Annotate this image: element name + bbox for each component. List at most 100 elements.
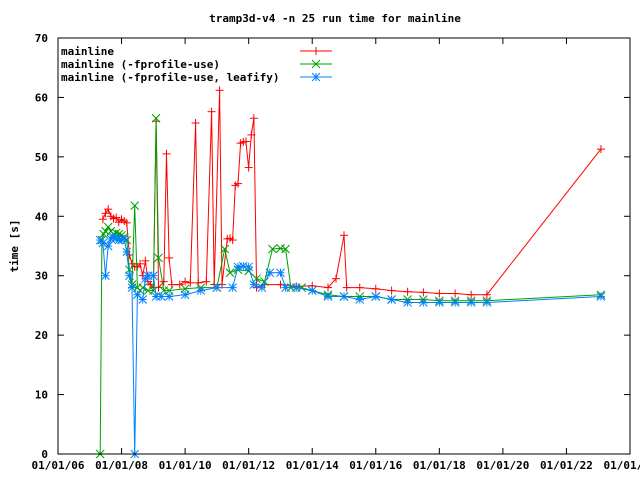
series-3 bbox=[95, 232, 606, 459]
legend-label: mainline bbox=[61, 45, 114, 58]
data-point bbox=[435, 298, 444, 307]
y-tick-label: 10 bbox=[35, 389, 48, 402]
data-point bbox=[151, 113, 161, 123]
data-point bbox=[156, 292, 166, 301]
y-tick-label: 60 bbox=[35, 91, 48, 104]
data-point bbox=[355, 295, 365, 304]
x-tick-label: 01/01/14 bbox=[286, 459, 339, 472]
data-point bbox=[241, 137, 250, 146]
data-point bbox=[162, 149, 171, 158]
x-tick-label: 01/01/22 bbox=[540, 459, 593, 472]
chart-title: tramp3d-v4 -n 25 run time for mainline bbox=[209, 12, 461, 25]
data-point bbox=[127, 283, 137, 292]
series-1 bbox=[98, 86, 605, 299]
data-point bbox=[103, 222, 113, 232]
data-point bbox=[125, 271, 134, 281]
data-point bbox=[130, 201, 140, 210]
data-point bbox=[104, 205, 113, 214]
data-point bbox=[268, 244, 277, 254]
x-tick-label: 01/01/10 bbox=[159, 459, 212, 472]
data-point bbox=[596, 145, 605, 154]
data-point bbox=[281, 283, 290, 292]
data-point bbox=[181, 277, 190, 286]
data-point bbox=[342, 283, 351, 292]
data-point bbox=[257, 283, 267, 292]
data-point bbox=[450, 298, 460, 307]
y-tick-label: 70 bbox=[35, 32, 48, 45]
data-point bbox=[244, 262, 253, 272]
data-point bbox=[164, 292, 174, 301]
x-tick-label: 01/01/06 bbox=[32, 459, 85, 472]
data-point bbox=[247, 130, 256, 139]
x-tick-label: 01/01/20 bbox=[476, 459, 529, 472]
data-point bbox=[154, 253, 163, 263]
ticks-layer: 01/01/06 01/01/08 01/01/10 01/01/12 01/01/14… bbox=[32, 32, 640, 472]
data-point bbox=[467, 290, 476, 299]
data-point bbox=[331, 274, 340, 283]
data-point bbox=[340, 231, 348, 240]
data-point bbox=[228, 283, 237, 292]
data-point bbox=[312, 47, 320, 55]
series-line bbox=[99, 236, 601, 455]
data-point bbox=[265, 268, 275, 278]
data-point bbox=[225, 268, 235, 278]
data-point bbox=[596, 292, 606, 301]
data-point bbox=[403, 287, 412, 296]
y-tick-label: 50 bbox=[35, 151, 48, 164]
x-tick-label: 01/01/12 bbox=[222, 459, 275, 472]
series-layer bbox=[95, 86, 606, 459]
x-tick-label: 01/01/08 bbox=[95, 459, 148, 472]
data-point bbox=[149, 271, 158, 281]
data-point bbox=[387, 295, 396, 304]
legend-label: mainline (-fprofile-use) bbox=[61, 58, 220, 71]
plot-frame bbox=[57, 37, 631, 455]
data-point bbox=[165, 253, 174, 262]
x-tick-label: 01/01/24 bbox=[604, 459, 640, 472]
data-point bbox=[249, 280, 259, 289]
data-point bbox=[371, 292, 381, 301]
y-tick-label: 30 bbox=[35, 270, 48, 283]
data-point bbox=[175, 280, 184, 289]
data-point bbox=[180, 290, 190, 300]
data-point bbox=[186, 278, 195, 287]
data-point bbox=[119, 234, 129, 244]
data-point bbox=[196, 286, 206, 295]
data-point bbox=[191, 118, 200, 127]
data-point bbox=[339, 292, 349, 301]
y-tick-label: 0 bbox=[41, 448, 48, 461]
data-point bbox=[207, 107, 216, 116]
data-point bbox=[112, 213, 121, 222]
data-point bbox=[101, 271, 110, 281]
x-tick-label: 01/01/16 bbox=[349, 459, 402, 472]
data-point bbox=[307, 286, 317, 295]
data-point bbox=[138, 295, 148, 304]
data-point bbox=[141, 256, 150, 265]
data-point bbox=[311, 72, 321, 82]
data-point bbox=[311, 59, 321, 69]
data-point bbox=[482, 290, 491, 299]
data-point bbox=[451, 289, 460, 298]
data-point bbox=[228, 236, 237, 245]
data-point bbox=[418, 298, 428, 307]
legend-label: mainline (-fprofile-use, leafify) bbox=[61, 71, 280, 84]
data-point bbox=[136, 259, 145, 268]
data-point bbox=[234, 179, 243, 188]
series-2 bbox=[95, 113, 606, 459]
data-point bbox=[403, 298, 412, 307]
data-point bbox=[291, 283, 301, 292]
data-point bbox=[215, 86, 224, 95]
data-point bbox=[212, 283, 222, 292]
data-point bbox=[387, 286, 396, 295]
data-point bbox=[435, 289, 444, 298]
data-point bbox=[103, 241, 113, 251]
series-line bbox=[102, 90, 602, 296]
data-point bbox=[281, 244, 290, 254]
data-point bbox=[101, 209, 110, 218]
data-point bbox=[202, 277, 211, 286]
data-point bbox=[138, 283, 148, 292]
series-line bbox=[99, 118, 601, 455]
data-point bbox=[466, 298, 476, 307]
